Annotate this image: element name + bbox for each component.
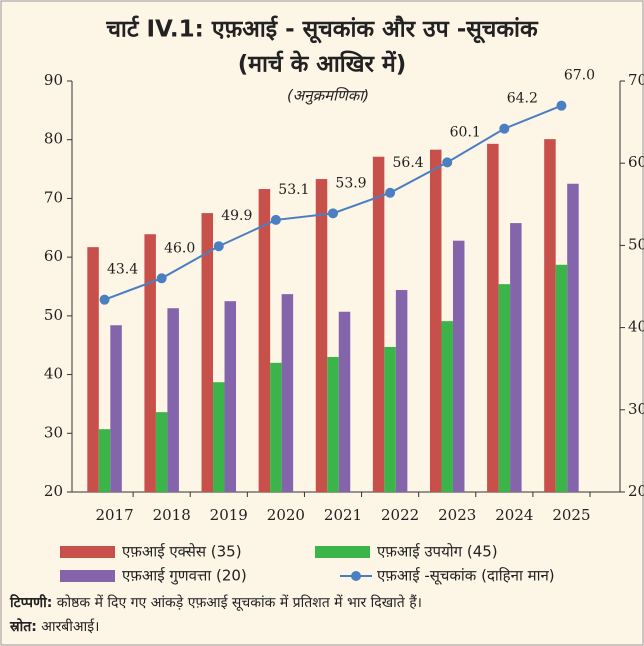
y2-tick-label: 60 — [628, 153, 644, 171]
bar — [567, 183, 579, 492]
bar — [327, 356, 339, 492]
bar — [510, 223, 522, 493]
note-text: कोष्ठक में दिए गए आंकड़े एफ़आई सूचकांक म… — [57, 594, 422, 611]
legend-swatch — [60, 570, 115, 582]
line-point — [213, 241, 224, 252]
bar — [372, 156, 385, 492]
data-label: 43.4 — [107, 262, 138, 278]
bar — [315, 179, 328, 492]
bar — [281, 294, 294, 492]
bar — [167, 308, 179, 492]
bar — [452, 240, 465, 492]
line-point — [442, 157, 453, 168]
bar — [201, 213, 214, 492]
note-label: टिप्पणी: — [9, 594, 52, 611]
y-tick-label: 40 — [44, 365, 63, 383]
x-tick-label: 2018 — [153, 506, 191, 524]
x-tick-label: 2020 — [267, 506, 305, 524]
data-label: 46.0 — [164, 240, 195, 256]
line-point — [156, 273, 167, 284]
y2-tick-label: 20 — [628, 482, 644, 500]
y2-tick-label: 50 — [628, 235, 644, 253]
y2-tick-label: 30 — [628, 400, 644, 418]
y2-tick-label: 70 — [628, 71, 644, 89]
data-label: 56.4 — [393, 155, 424, 171]
y-tick-label: 50 — [44, 306, 63, 324]
data-label: 60.1 — [450, 124, 481, 140]
source-text: आरबीआई। — [41, 618, 99, 635]
legend-point — [351, 571, 361, 581]
bar — [544, 139, 556, 492]
bar — [155, 412, 168, 492]
y-tick-label: 30 — [44, 423, 63, 441]
chart-title: (मार्च के आखिर में) — [238, 50, 406, 78]
bar — [144, 234, 156, 492]
source-label: स्रोत: — [9, 618, 37, 635]
bar — [395, 290, 408, 492]
line-point — [556, 100, 567, 111]
y-tick-label: 70 — [44, 188, 63, 206]
chart-title: चार्ट IV.1: एफ़आई - सूचकांक और उप -सूचका… — [105, 15, 539, 44]
data-label: 53.9 — [335, 175, 366, 191]
x-tick-label: 2023 — [438, 506, 476, 524]
bar — [87, 247, 99, 492]
legend-label: एफ़आई गुणवत्ता (20) — [122, 567, 247, 586]
y-tick-label: 80 — [44, 130, 63, 148]
bar — [384, 346, 396, 492]
x-tick-label: 2022 — [381, 506, 419, 524]
source: स्रोत: आरबीआई। — [9, 618, 99, 635]
legend-swatch — [60, 546, 115, 558]
legend-label: एफ़आई -सूचकांक (दाहिना मान) — [377, 567, 555, 586]
x-tick-label: 2025 — [552, 506, 590, 524]
bar — [487, 143, 499, 492]
line-point — [270, 214, 281, 225]
bar — [98, 429, 111, 492]
data-label: 49.9 — [221, 208, 252, 224]
y-tick-label: 90 — [44, 71, 63, 89]
bar — [224, 301, 237, 492]
bar — [441, 321, 453, 492]
legend-swatch — [315, 546, 370, 558]
x-tick-label: 2017 — [95, 506, 133, 524]
x-tick-label: 2019 — [210, 506, 248, 524]
y-tick-label: 20 — [44, 482, 63, 500]
x-tick-label: 2024 — [495, 506, 533, 524]
line-point — [99, 294, 110, 305]
legend-label: एफ़आई उपयोग (45) — [377, 543, 498, 561]
bar — [110, 325, 122, 492]
data-label: 64.2 — [507, 91, 538, 107]
line-point — [499, 123, 510, 134]
bar — [555, 264, 568, 492]
legend-label: एफ़आई एक्सेस (35) — [122, 543, 242, 561]
data-label: 67.0 — [564, 68, 595, 84]
bar — [270, 362, 282, 492]
line-point — [385, 187, 396, 198]
bar — [429, 149, 442, 492]
note: टिप्पणी: कोष्ठक में दिए गए आंकड़े एफ़आई … — [9, 594, 422, 611]
x-tick-label: 2021 — [324, 506, 362, 524]
bar — [258, 189, 271, 492]
bar — [213, 382, 225, 492]
bar — [498, 284, 511, 492]
subtitle: (अनुक्रमणिका) — [287, 87, 369, 106]
data-label: 53.1 — [278, 182, 309, 198]
y2-tick-label: 40 — [628, 318, 644, 336]
line-point — [328, 208, 338, 219]
bar — [338, 311, 351, 492]
y-tick-label: 60 — [44, 247, 63, 265]
